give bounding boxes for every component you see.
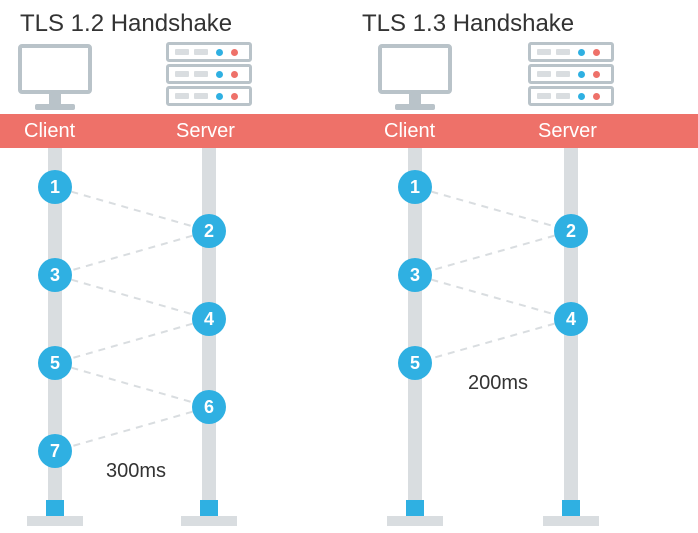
handshake-step: 4: [554, 302, 588, 336]
server-stack-icon: [528, 42, 614, 108]
server-label: Server: [176, 120, 235, 143]
client-monitor-icon: [378, 44, 452, 110]
timing-label: 200ms: [468, 372, 528, 395]
timeline-base: [387, 516, 443, 526]
server-stack-icon: [166, 42, 252, 108]
timeline-base: [543, 516, 599, 526]
handshake-step: 2: [554, 214, 588, 248]
handshake-step: 1: [398, 170, 432, 204]
client-label: Client: [384, 120, 435, 143]
handshake-step: 3: [38, 258, 72, 292]
title-tls13: TLS 1.3 Handshake: [362, 10, 574, 38]
timeline-base: [181, 516, 237, 526]
handshake-step: 6: [192, 390, 226, 424]
handshake-step: 4: [192, 302, 226, 336]
client-label: Client: [24, 120, 75, 143]
title-tls12: TLS 1.2 Handshake: [20, 10, 232, 38]
handshake-step: 3: [398, 258, 432, 292]
handshake-step: 7: [38, 434, 72, 468]
handshake-step: 1: [38, 170, 72, 204]
handshake-step: 2: [192, 214, 226, 248]
timing-label: 300ms: [106, 460, 166, 483]
handshake-step: 5: [38, 346, 72, 380]
server-label: Server: [538, 120, 597, 143]
handshake-step: 5: [398, 346, 432, 380]
client-monitor-icon: [18, 44, 92, 110]
timeline-base: [27, 516, 83, 526]
role-label-band: Client Server Client Server: [0, 114, 698, 148]
